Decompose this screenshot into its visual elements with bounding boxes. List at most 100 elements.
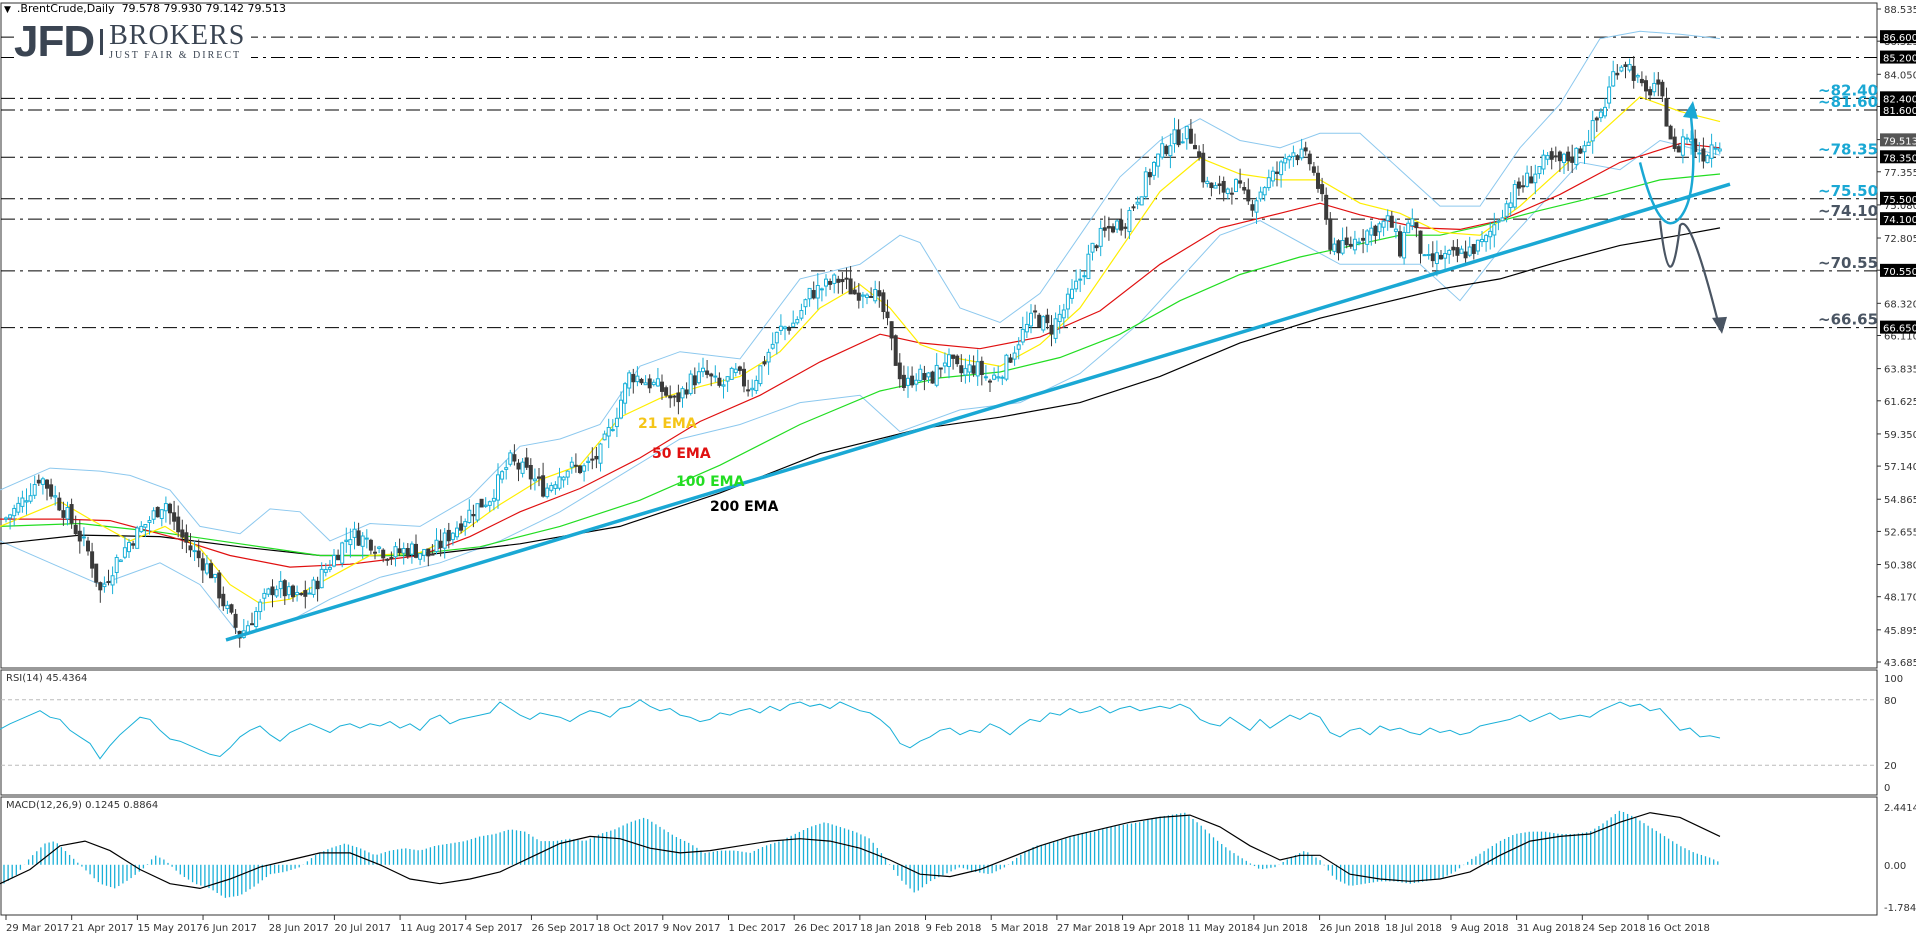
candle-body [971,365,976,374]
candle-body [151,510,156,520]
candle-body [606,426,611,437]
price-tag-value: 75.500 [1883,195,1916,206]
candle-body [1656,79,1661,85]
candle-body [1574,147,1579,165]
candle-body [479,498,484,508]
candle-body [434,539,439,553]
candle-body [1562,153,1566,163]
candle-body [282,580,287,597]
candle-body [815,285,820,299]
candle-body [746,389,751,392]
candle-body [1332,243,1337,252]
candle-body [1336,240,1341,254]
time-tick-label: 24 Sep 2018 [1582,923,1645,934]
level-label: ~81.60 [1818,93,1878,111]
candle-body [934,364,939,386]
candle-body [832,274,837,284]
candle-body [639,378,644,384]
candle-body [942,362,947,367]
collapse-triangle-icon[interactable]: ▼ [4,5,11,15]
macd-tick-label: -1.7844 [1884,903,1916,914]
candle-body [910,375,915,386]
candle-body [1676,146,1681,153]
candle-body [676,392,681,403]
candle-body [729,367,734,380]
candle-body [176,516,181,533]
candle-body [487,501,492,506]
ema-label: 200 EMA [710,499,779,515]
rsi-tick-label: 80 [1884,696,1897,707]
candle-body [1553,155,1558,158]
macd-histogram [3,810,1719,898]
candle-body [1000,376,1005,379]
rsi-pane-frame [0,669,1878,796]
candle-body [196,550,201,559]
candle-body [877,290,882,297]
ema-label: 100 EMA [676,474,745,490]
candle-body [1381,220,1386,228]
candle-body [1029,312,1033,327]
candle-body [45,479,49,489]
candle-body [1004,354,1009,380]
candle-body [532,478,537,482]
time-tick-label: 9 Aug 2018 [1451,923,1509,934]
candle-body [155,506,160,518]
candle-body [299,592,304,595]
candle-body [389,557,394,560]
candle-body [381,549,386,559]
candle-body [975,361,980,377]
candle-body [881,292,886,313]
candle-body [778,325,783,331]
candle-body [491,497,496,502]
candle-body [397,548,402,554]
candle-body [1512,184,1517,208]
candle-body [188,545,193,551]
candle-body [86,540,90,552]
candle-body [110,575,115,586]
candle-body [951,354,956,359]
candle-body [1176,129,1181,146]
symbol-header: ▼ .BrentCrude,Daily 79.578 79.930 79.142 … [4,2,286,15]
candle-body [992,374,997,380]
candle-body [713,375,718,378]
candle-body [733,368,738,374]
price-tag [1880,50,1916,64]
candle-body [688,373,693,394]
candle-body [926,372,931,378]
candle-body [270,586,275,596]
candle-body [463,521,468,527]
candle-body [508,452,513,465]
candle-body [1533,173,1538,184]
candle-body [1291,152,1296,157]
candle-body [254,610,259,628]
price-tick-label: 63.835 [1884,365,1916,376]
candle-body [553,484,558,489]
candle-body [528,464,533,480]
candle-body [717,377,722,386]
candle-body [1102,227,1107,231]
candle-body [291,585,295,598]
candle-body [1287,156,1292,161]
time-tick-label: 15 May 2017 [137,923,202,934]
candle-body [828,281,833,285]
candle-body [1168,145,1173,157]
candle-body [286,586,291,596]
candle-body [311,579,316,595]
candle-body [122,547,127,558]
candle-body [168,503,172,514]
candle-body [1123,226,1128,229]
candle-body [819,288,824,291]
price-tag-value: 79.513 [1883,136,1916,147]
candle-body [901,374,906,388]
candle-body [53,495,58,498]
candle-body [918,368,923,382]
candle-body [422,548,427,556]
candle-body [1057,313,1062,322]
candle-body [184,532,189,543]
candle-body [118,559,123,563]
candle-body [1607,86,1612,104]
candle-body [209,563,213,579]
candle-body [1471,244,1476,254]
candle-body [1024,323,1029,333]
